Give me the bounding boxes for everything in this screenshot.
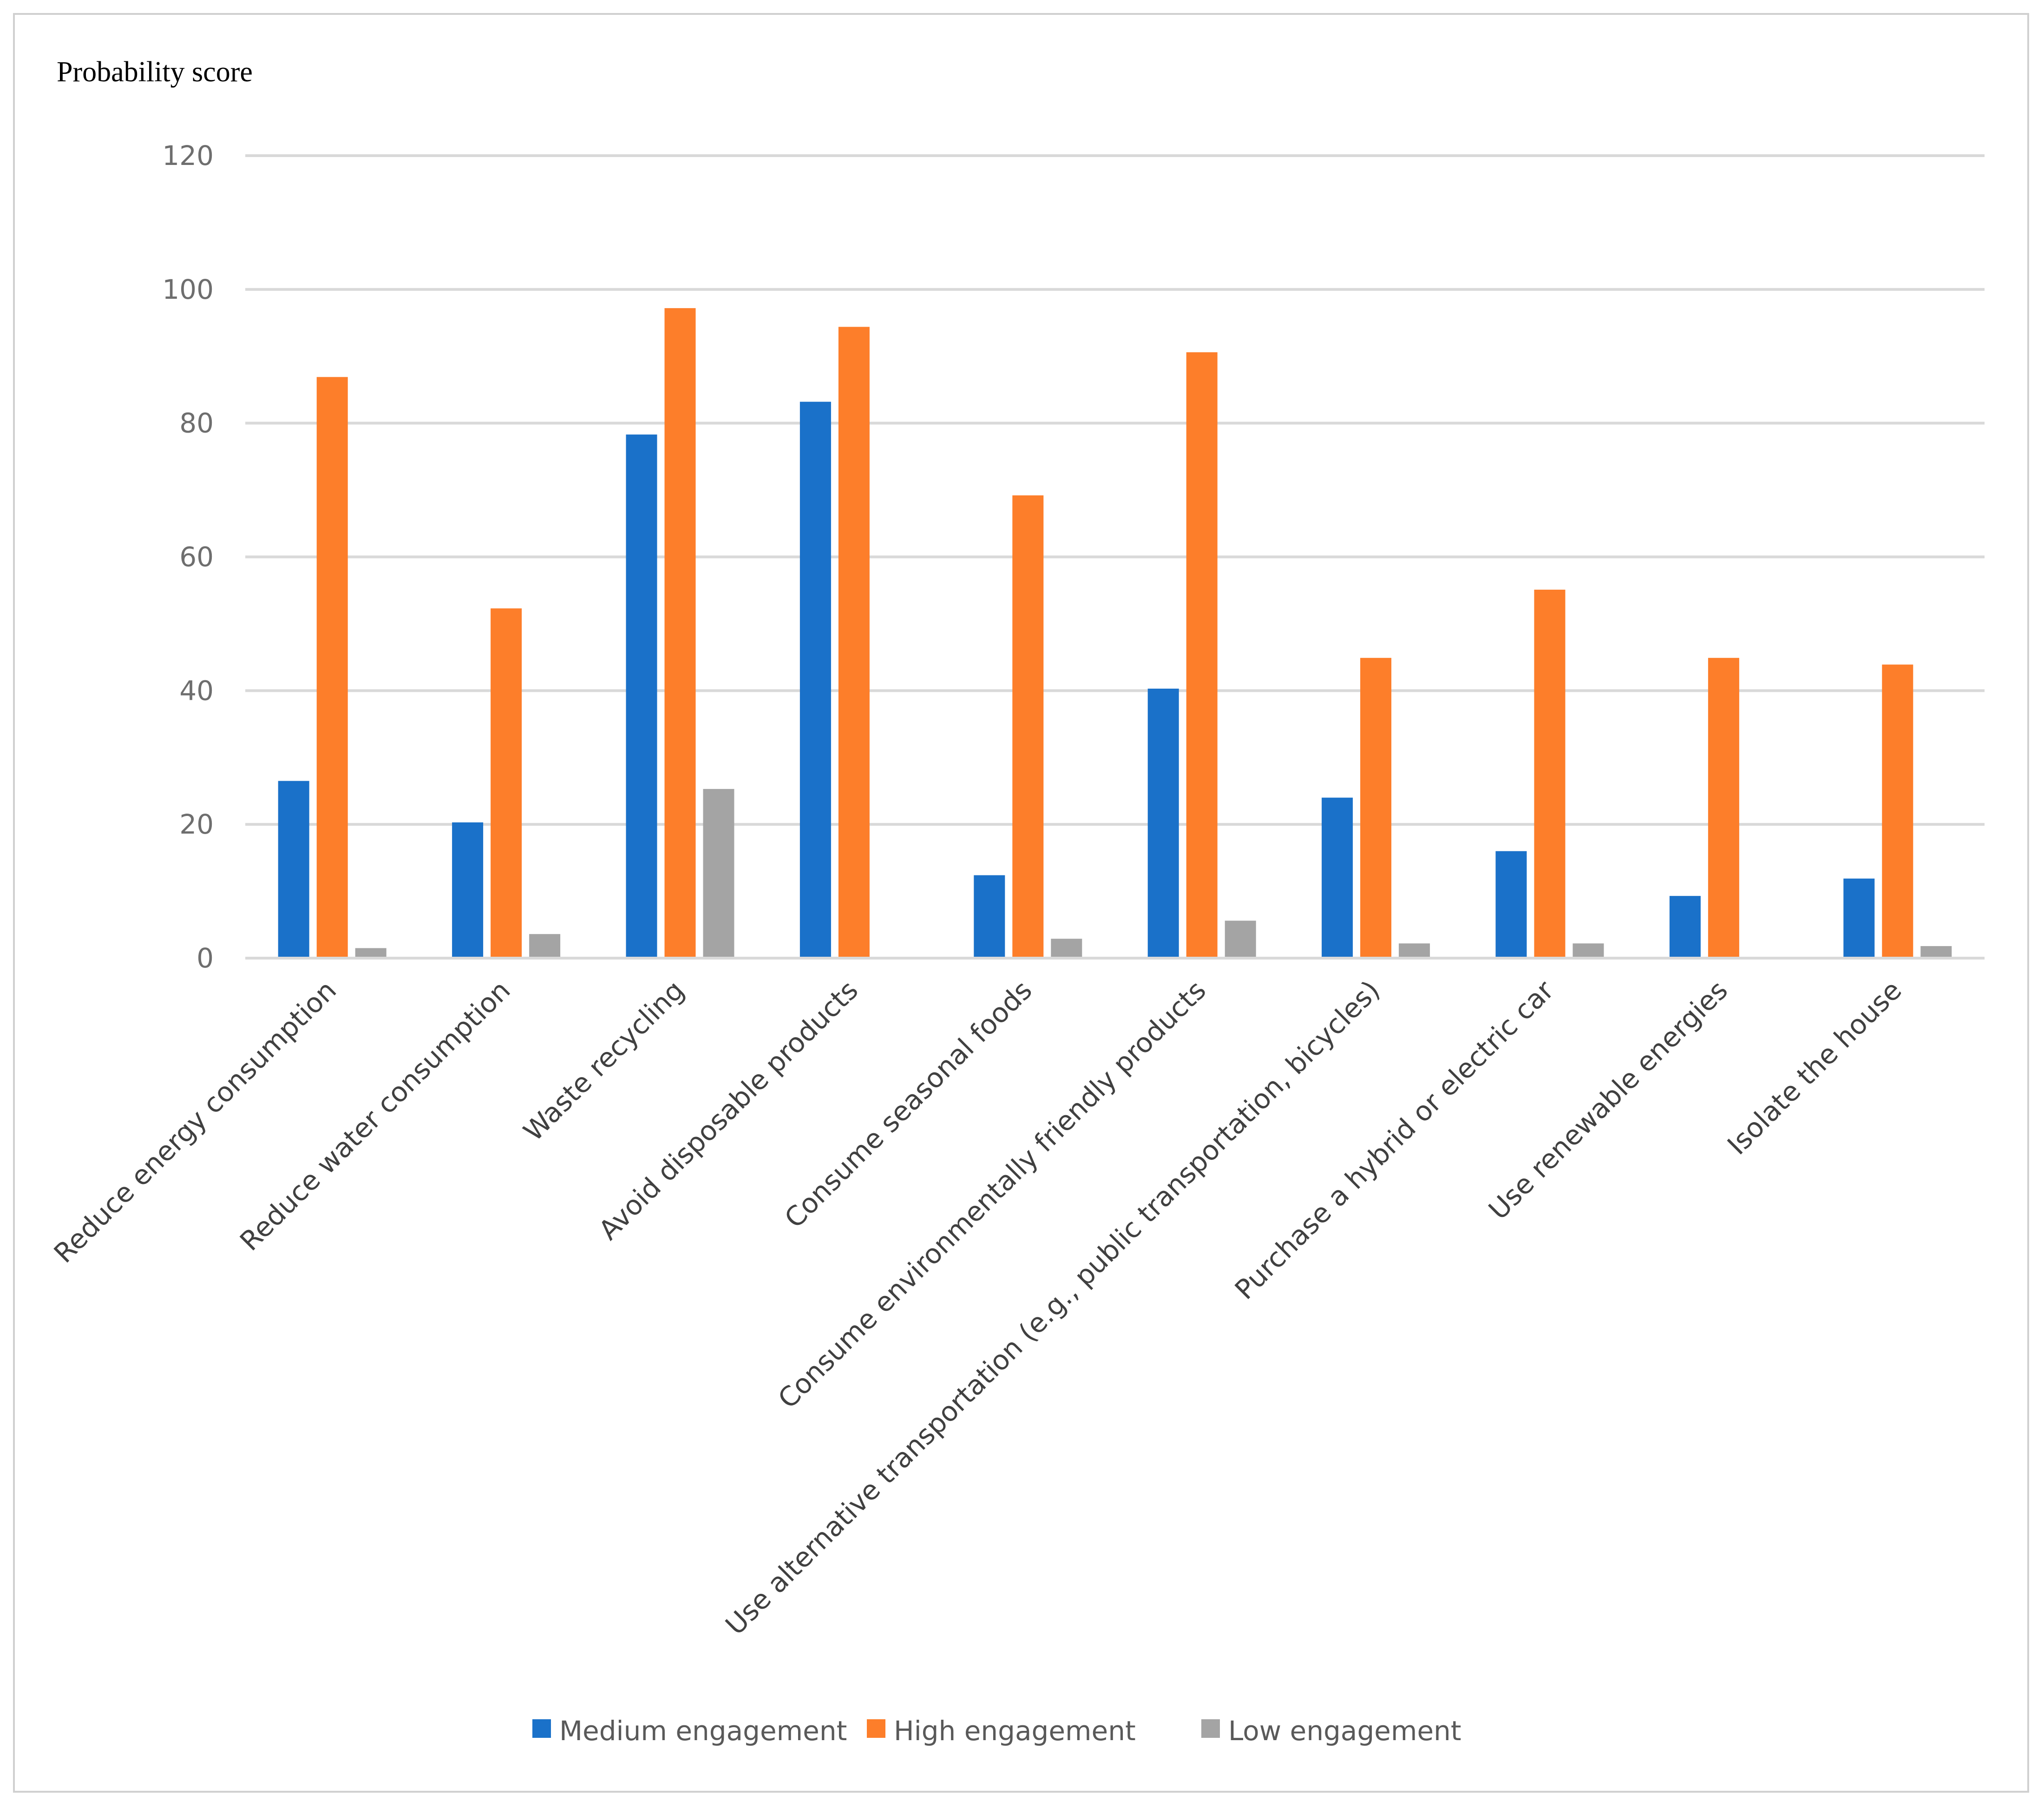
x-tick-label: Reduce water consumption — [234, 974, 516, 1257]
bar-medium-engagement-0 — [278, 781, 309, 958]
bars — [278, 308, 1952, 959]
bar-low-engagement-9 — [1920, 946, 1952, 958]
bar-high-engagement-2 — [664, 308, 696, 958]
bar-high-engagement-9 — [1882, 664, 1913, 958]
bar-medium-engagement-6 — [1322, 797, 1353, 958]
bar-low-engagement-1 — [529, 934, 561, 958]
bar-high-engagement-1 — [491, 608, 522, 958]
y-tick-label: 0 — [197, 942, 214, 974]
x-tick-label: Reduce energy consumption — [48, 974, 342, 1269]
bar-high-engagement-8 — [1708, 657, 1739, 958]
legend-label: High engagement — [894, 1715, 1136, 1747]
bar-low-engagement-7 — [1572, 943, 1604, 958]
bar-low-engagement-4 — [1051, 939, 1082, 958]
bar-high-engagement-3 — [838, 327, 870, 958]
bar-low-engagement-0 — [355, 948, 387, 958]
legend: Medium engagement High engagement Low enga… — [532, 1715, 1461, 1747]
bar-high-engagement-5 — [1186, 352, 1218, 958]
gridlines — [245, 154, 1985, 826]
x-tick-label: Use alternative transportation (e.g., pu… — [720, 974, 1386, 1641]
x-tick-label: Waste recycling — [518, 974, 690, 1147]
y-tick-label: 80 — [179, 408, 214, 439]
y-tick-label: 40 — [179, 675, 214, 706]
y-axis-title: Probability score — [57, 56, 253, 88]
bar-medium-engagement-7 — [1495, 851, 1527, 958]
legend-swatch — [1201, 1719, 1220, 1738]
bar-medium-engagement-9 — [1843, 878, 1875, 958]
bar-high-engagement-4 — [1012, 495, 1044, 958]
y-tick-label: 60 — [179, 541, 214, 573]
y-axis-ticks: 0 20 40 60 80 100 120 — [162, 140, 214, 974]
legend-label: Low engagement — [1228, 1715, 1461, 1747]
y-tick-label: 100 — [162, 274, 214, 305]
bar-medium-engagement-2 — [626, 434, 657, 958]
bar-medium-engagement-5 — [1147, 689, 1179, 958]
bar-medium-engagement-1 — [452, 822, 484, 958]
legend-swatch — [867, 1719, 885, 1738]
x-tick-label: Isolate the house — [1721, 974, 1908, 1161]
x-tick-label: Purchase a hybrid or electric car — [1229, 974, 1560, 1306]
y-tick-label: 20 — [179, 809, 214, 840]
bar-high-engagement-0 — [316, 377, 348, 958]
bar-medium-engagement-3 — [799, 401, 831, 959]
legend-swatch — [532, 1719, 551, 1738]
bar-medium-engagement-8 — [1669, 896, 1701, 958]
bar-medium-engagement-4 — [974, 875, 1005, 958]
bar-high-engagement-7 — [1534, 590, 1566, 958]
bar-low-engagement-6 — [1399, 943, 1430, 958]
y-tick-label: 120 — [162, 140, 214, 171]
bar-high-engagement-6 — [1360, 657, 1392, 958]
bar-low-engagement-5 — [1225, 920, 1256, 958]
legend-label: Medium engagement — [559, 1715, 847, 1747]
bar-low-engagement-2 — [703, 789, 734, 958]
